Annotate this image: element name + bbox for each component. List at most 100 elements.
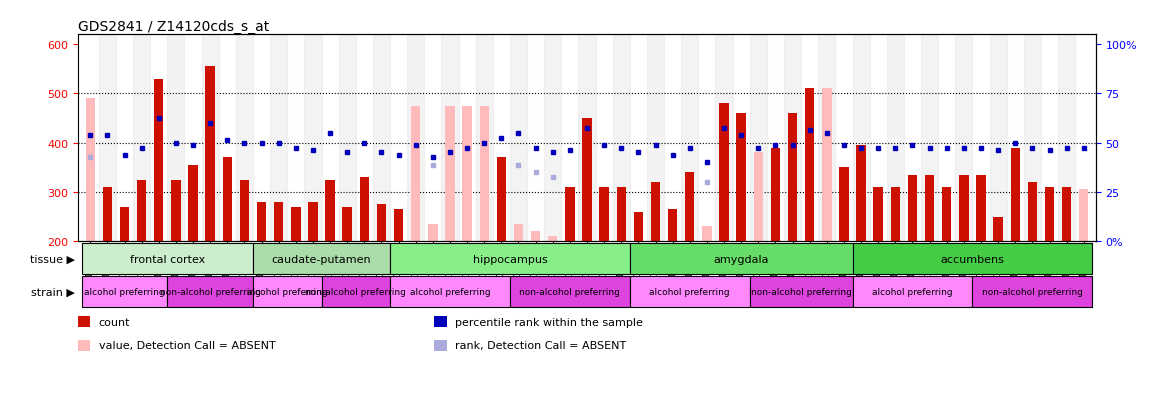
Bar (82, 244, 253, 275)
Bar (647, 35, 664, 242)
Bar (754, 153, 763, 242)
Text: count: count (99, 317, 130, 327)
Bar (1045, 188, 1054, 242)
Bar (78, 316, 91, 328)
Bar (253, 244, 390, 275)
Bar (99, 35, 116, 242)
Bar (749, 277, 853, 308)
Bar (634, 212, 643, 242)
Bar (617, 188, 626, 242)
Bar (886, 35, 904, 242)
Text: value, Detection Call = ABSENT: value, Detection Call = ABSENT (99, 340, 275, 350)
Text: percentile rank within the sample: percentile rank within the sample (455, 317, 642, 327)
Bar (853, 35, 870, 242)
Bar (565, 188, 574, 242)
Bar (908, 175, 917, 242)
Bar (737, 114, 746, 242)
Bar (630, 244, 853, 275)
Bar (510, 277, 630, 308)
Text: non-alcohol preferring: non-alcohol preferring (750, 288, 852, 297)
Text: non-alcohol preferring: non-alcohol preferring (160, 288, 260, 297)
Bar (612, 35, 630, 242)
Bar (531, 232, 540, 242)
Text: alcohol preferring: alcohol preferring (649, 288, 730, 297)
Text: amygdala: amygdala (714, 254, 769, 264)
Bar (513, 224, 524, 242)
Text: accumbens: accumbens (940, 254, 1005, 264)
Text: non-alcohol preferring: non-alcohol preferring (305, 288, 406, 297)
Bar (78, 340, 91, 351)
Bar (925, 175, 935, 242)
Bar (326, 180, 335, 242)
Bar (304, 35, 321, 242)
Bar (376, 205, 387, 242)
Bar (681, 35, 699, 242)
Bar (976, 175, 985, 242)
Bar (805, 89, 815, 242)
Bar (189, 165, 198, 242)
Bar (442, 35, 458, 242)
Bar (359, 178, 369, 242)
Bar (407, 35, 425, 242)
Bar (1023, 35, 1041, 242)
Bar (134, 35, 151, 242)
Bar (839, 168, 848, 242)
Bar (137, 180, 146, 242)
Text: tissue ▶: tissue ▶ (30, 254, 75, 264)
Bar (373, 35, 390, 242)
Bar (239, 180, 249, 242)
Text: rank, Detection Call = ABSENT: rank, Detection Call = ABSENT (455, 340, 626, 350)
Bar (102, 188, 112, 242)
Bar (959, 175, 968, 242)
Text: strain ▶: strain ▶ (31, 287, 75, 297)
Bar (253, 277, 321, 308)
Bar (668, 210, 678, 242)
Bar (990, 35, 1007, 242)
Bar (236, 35, 253, 242)
Bar (394, 210, 403, 242)
Bar (222, 158, 233, 242)
Text: caudate-putamen: caudate-putamen (272, 254, 372, 264)
Bar (475, 35, 493, 242)
Bar (171, 180, 181, 242)
Bar (579, 35, 595, 242)
Bar (716, 35, 732, 242)
Bar (167, 277, 253, 308)
Bar (291, 207, 300, 242)
Bar (205, 67, 215, 242)
Bar (822, 89, 831, 242)
Bar (390, 277, 510, 308)
Bar (120, 207, 129, 242)
Bar (771, 148, 780, 242)
Bar (390, 244, 630, 275)
Bar (818, 35, 836, 242)
Bar (510, 35, 527, 242)
Text: non-alcohol preferring: non-alcohol preferring (519, 288, 620, 297)
Bar (480, 107, 489, 242)
Bar (270, 35, 288, 242)
Bar (784, 35, 801, 242)
Bar (201, 35, 219, 242)
Bar (853, 244, 1092, 275)
Text: hippocampus: hippocampus (473, 254, 548, 264)
Bar (650, 183, 661, 242)
Bar (434, 316, 447, 328)
Bar (685, 173, 694, 242)
Bar (749, 35, 767, 242)
Bar (445, 107, 455, 242)
Bar (973, 277, 1092, 308)
Bar (856, 146, 866, 242)
Bar (853, 277, 973, 308)
Text: alcohol preferring: alcohol preferring (410, 288, 490, 297)
Bar (434, 340, 447, 351)
Bar (274, 202, 283, 242)
Bar (955, 35, 973, 242)
Text: GDS2841 / Z14120cds_s_at: GDS2841 / Z14120cds_s_at (78, 20, 269, 34)
Bar (1028, 183, 1037, 242)
Bar (719, 104, 729, 242)
Bar (993, 217, 1003, 242)
Bar (496, 158, 506, 242)
Bar (921, 35, 938, 242)
Bar (630, 277, 749, 308)
Bar (411, 107, 420, 242)
